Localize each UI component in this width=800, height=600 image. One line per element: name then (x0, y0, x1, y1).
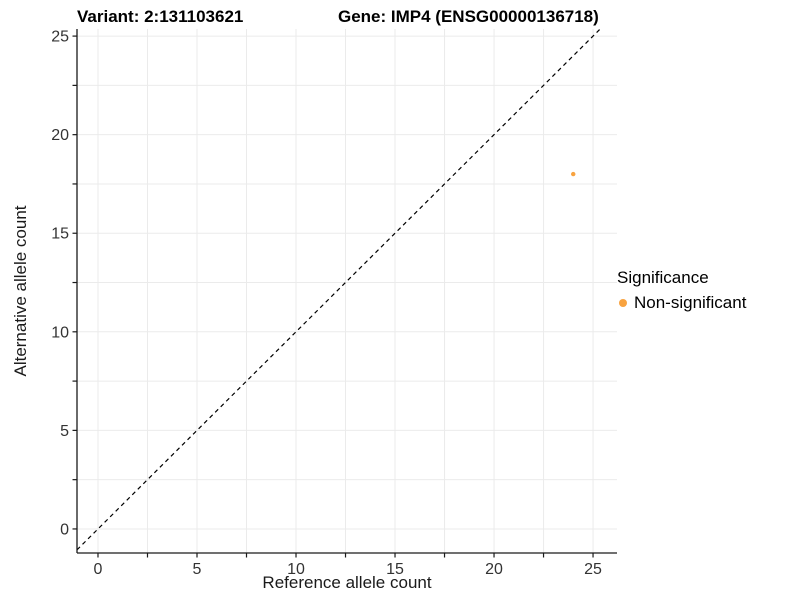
plot-panel (77, 29, 617, 553)
svg-text:10: 10 (287, 561, 305, 578)
gridlines (77, 29, 617, 553)
legend: Significance Non-significant (617, 268, 746, 313)
svg-text:25: 25 (584, 561, 602, 578)
legend-title: Significance (617, 268, 709, 287)
svg-text:0: 0 (60, 521, 69, 538)
svg-text:5: 5 (193, 561, 202, 578)
tick-labels: 0 5 10 15 20 25 0 5 10 15 20 25 (51, 29, 602, 578)
legend-item-label: Non-significant (634, 293, 747, 312)
plot-title-variant: Variant: 2:131103621 (77, 7, 244, 26)
svg-text:5: 5 (60, 423, 69, 440)
axis-lines (76, 29, 617, 554)
svg-text:25: 25 (51, 29, 69, 46)
legend-item: Non-significant (617, 293, 746, 313)
x-axis-title: Reference allele count (262, 573, 432, 592)
tick-marks (72, 35, 594, 558)
svg-text:0: 0 (94, 561, 103, 578)
svg-text:10: 10 (51, 324, 69, 341)
svg-text:15: 15 (51, 226, 69, 243)
svg-text:15: 15 (386, 561, 404, 578)
identity-line (76, 28, 601, 551)
svg-text:20: 20 (51, 127, 69, 144)
data-points (571, 171, 576, 177)
plot-title-gene: Gene: IMP4 (ENSG00000136718) (338, 7, 599, 26)
y-axis-title: Alternative allele count (11, 205, 30, 377)
legend-point-icon (619, 299, 627, 307)
svg-text:20: 20 (485, 561, 503, 578)
